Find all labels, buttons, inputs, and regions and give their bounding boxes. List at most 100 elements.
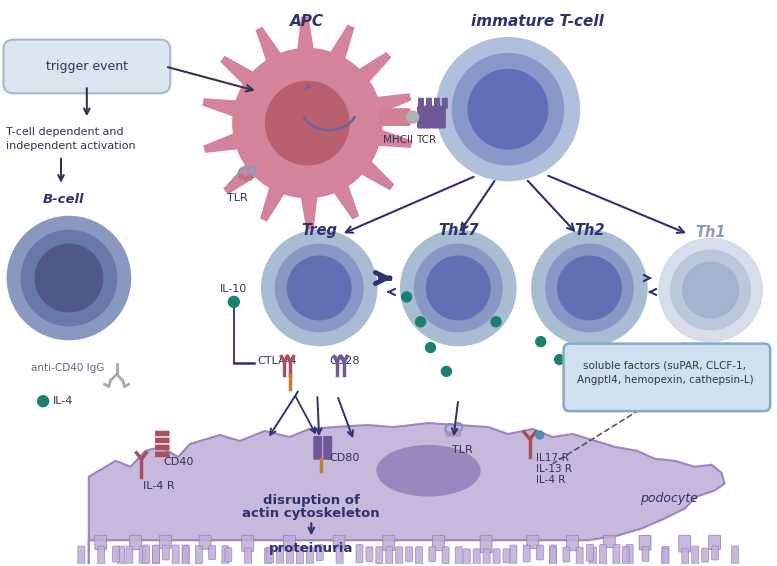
FancyBboxPatch shape — [95, 535, 106, 550]
FancyBboxPatch shape — [442, 547, 449, 564]
FancyBboxPatch shape — [142, 545, 149, 564]
FancyBboxPatch shape — [155, 452, 169, 457]
FancyBboxPatch shape — [155, 431, 169, 436]
Text: IL17-R: IL17-R — [536, 453, 569, 463]
FancyBboxPatch shape — [642, 546, 649, 561]
FancyBboxPatch shape — [395, 547, 402, 566]
FancyBboxPatch shape — [480, 535, 492, 553]
FancyBboxPatch shape — [117, 546, 124, 566]
Circle shape — [683, 262, 738, 318]
FancyBboxPatch shape — [336, 544, 343, 564]
FancyBboxPatch shape — [159, 535, 171, 548]
PathPatch shape — [89, 423, 724, 564]
FancyBboxPatch shape — [549, 547, 556, 566]
FancyBboxPatch shape — [265, 548, 272, 566]
FancyBboxPatch shape — [692, 546, 699, 566]
FancyBboxPatch shape — [155, 438, 169, 443]
Text: independent activation: independent activation — [6, 141, 136, 151]
Circle shape — [243, 176, 248, 181]
Circle shape — [531, 230, 647, 346]
Polygon shape — [357, 94, 410, 120]
FancyBboxPatch shape — [199, 535, 211, 549]
Circle shape — [469, 70, 548, 149]
FancyBboxPatch shape — [463, 549, 470, 566]
FancyBboxPatch shape — [113, 546, 120, 562]
Circle shape — [266, 82, 349, 165]
FancyBboxPatch shape — [155, 445, 169, 450]
Polygon shape — [343, 147, 393, 190]
Circle shape — [427, 256, 490, 320]
FancyBboxPatch shape — [277, 547, 284, 566]
FancyBboxPatch shape — [455, 547, 462, 566]
FancyBboxPatch shape — [152, 546, 159, 566]
Text: T-cell dependent and: T-cell dependent and — [6, 127, 124, 137]
Circle shape — [276, 245, 363, 332]
Circle shape — [491, 317, 501, 327]
Text: Th1: Th1 — [695, 225, 726, 241]
Circle shape — [406, 111, 419, 123]
Circle shape — [555, 354, 565, 365]
FancyBboxPatch shape — [433, 535, 444, 550]
FancyBboxPatch shape — [209, 546, 215, 560]
FancyBboxPatch shape — [709, 535, 720, 550]
FancyBboxPatch shape — [626, 544, 633, 566]
FancyBboxPatch shape — [376, 547, 383, 564]
FancyBboxPatch shape — [3, 40, 170, 93]
FancyBboxPatch shape — [434, 98, 440, 109]
Polygon shape — [342, 53, 390, 97]
Text: TLR: TLR — [228, 192, 248, 203]
Text: soluble factors (suPAR, CLCF-1,: soluble factors (suPAR, CLCF-1, — [584, 361, 747, 370]
Polygon shape — [322, 166, 358, 218]
Text: IL-13 R: IL-13 R — [536, 464, 572, 474]
Circle shape — [671, 250, 751, 329]
Circle shape — [21, 230, 117, 325]
FancyBboxPatch shape — [681, 548, 688, 566]
Circle shape — [437, 38, 580, 181]
Text: Th17: Th17 — [438, 224, 479, 238]
FancyBboxPatch shape — [245, 548, 252, 566]
Polygon shape — [261, 168, 294, 221]
Circle shape — [536, 431, 544, 439]
Circle shape — [402, 292, 412, 302]
Polygon shape — [256, 28, 292, 80]
FancyBboxPatch shape — [222, 546, 229, 566]
FancyBboxPatch shape — [418, 98, 424, 109]
FancyBboxPatch shape — [442, 98, 448, 109]
FancyBboxPatch shape — [182, 546, 189, 566]
FancyBboxPatch shape — [563, 344, 770, 411]
FancyBboxPatch shape — [590, 547, 597, 566]
FancyBboxPatch shape — [523, 545, 530, 562]
FancyBboxPatch shape — [731, 546, 738, 566]
FancyBboxPatch shape — [78, 546, 85, 566]
FancyBboxPatch shape — [383, 535, 395, 550]
Circle shape — [239, 174, 244, 179]
Text: podocyte: podocyte — [640, 492, 698, 505]
FancyBboxPatch shape — [98, 546, 105, 566]
FancyBboxPatch shape — [536, 545, 543, 560]
FancyBboxPatch shape — [712, 546, 719, 560]
Circle shape — [247, 175, 253, 180]
FancyBboxPatch shape — [126, 546, 133, 566]
Polygon shape — [320, 25, 354, 79]
FancyBboxPatch shape — [162, 545, 169, 560]
Text: CD80: CD80 — [329, 453, 360, 463]
FancyBboxPatch shape — [225, 548, 232, 561]
Circle shape — [7, 216, 131, 340]
FancyBboxPatch shape — [639, 535, 651, 550]
Circle shape — [456, 431, 461, 436]
FancyBboxPatch shape — [577, 547, 583, 566]
Text: CD40: CD40 — [163, 457, 193, 467]
Polygon shape — [298, 177, 319, 229]
FancyBboxPatch shape — [603, 535, 615, 548]
FancyBboxPatch shape — [386, 547, 392, 566]
Circle shape — [415, 245, 502, 332]
FancyBboxPatch shape — [406, 547, 413, 561]
Text: anti-CD40 IgG: anti-CD40 IgG — [31, 363, 105, 374]
FancyBboxPatch shape — [417, 106, 432, 128]
FancyBboxPatch shape — [493, 549, 500, 565]
FancyBboxPatch shape — [426, 98, 432, 109]
Polygon shape — [203, 99, 257, 123]
Text: APC: APC — [291, 14, 324, 29]
Polygon shape — [225, 149, 273, 194]
FancyBboxPatch shape — [195, 546, 202, 564]
